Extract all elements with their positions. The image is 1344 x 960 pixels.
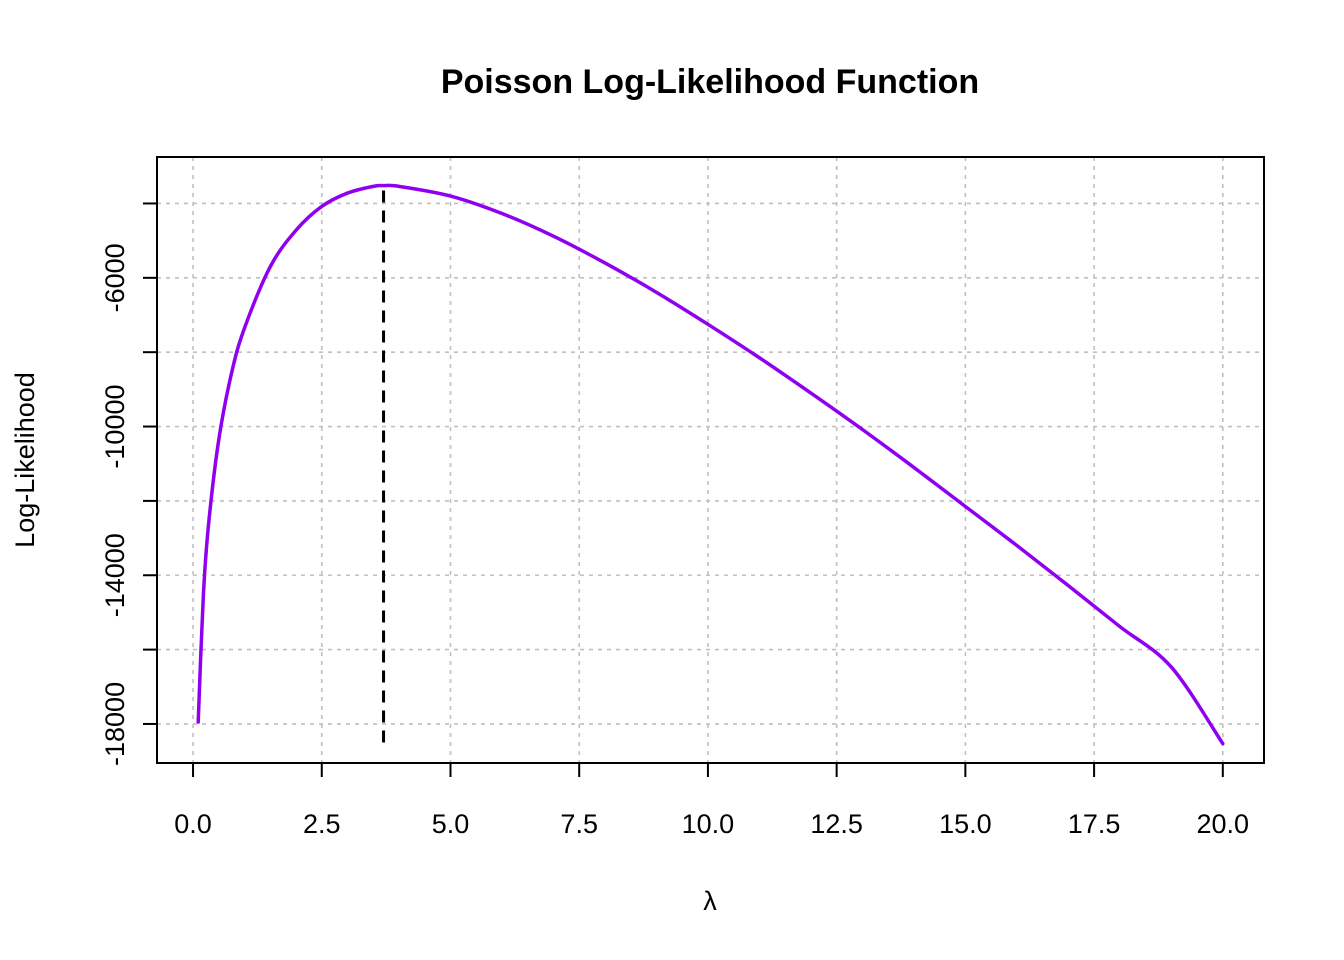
x-tick-label: 20.0: [1197, 809, 1250, 839]
x-axis-label: λ: [703, 886, 717, 916]
x-tick-label: 17.5: [1068, 809, 1121, 839]
y-tick-label: -14000: [100, 533, 130, 617]
x-tick-label: 2.5: [303, 809, 341, 839]
plot-frame: [156, 156, 1265, 764]
y-tick-label: -10000: [100, 385, 130, 469]
x-tick-label: 0.0: [174, 809, 212, 839]
chart-title: Poisson Log-Likelihood Function: [441, 63, 979, 101]
plot-area: [196, 183, 1225, 746]
x-tick-label: 5.0: [432, 809, 470, 839]
x-tick-label: 10.0: [682, 809, 735, 839]
y-tick-label: -18000: [100, 682, 130, 766]
x-tick-label: 15.0: [939, 809, 992, 839]
y-axis: -18000 -14000 -10000 -6000: [100, 202, 157, 766]
grid: [157, 157, 1264, 763]
x-tick-label: 12.5: [810, 809, 863, 839]
y-axis-label: Log-Likelihood: [10, 372, 40, 548]
x-tick-label: 7.5: [560, 809, 598, 839]
y-tick-label: -6000: [100, 243, 130, 312]
log-likelihood-curve: [196, 183, 1225, 746]
x-axis: 0.0 2.5 5.0 7.5 10.0 12.5 15.0 17.5 20.0: [174, 762, 1250, 839]
